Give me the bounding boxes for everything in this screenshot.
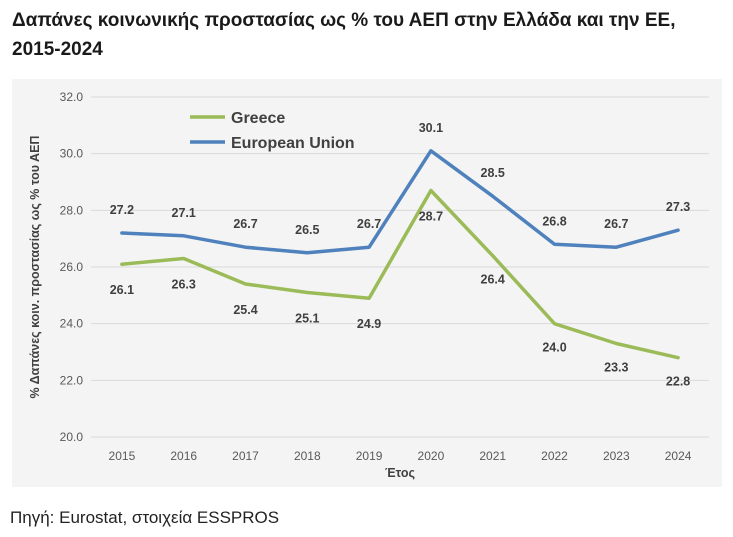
data-label-eu: 27.1 [172, 206, 196, 220]
data-labels: 27.2 27.1 26.7 26.5 26.7 30.1 28.5 26.8 26.7 27.3… [110, 121, 691, 389]
data-label-greece: 26.4 [481, 273, 505, 287]
x-tick-label: 2020 [418, 449, 445, 463]
x-tick-label: 2017 [232, 449, 259, 463]
legend-label: Greece [231, 110, 285, 127]
data-label-greece: 26.3 [172, 278, 196, 292]
data-label-eu: 26.7 [357, 217, 381, 231]
data-label-eu: 26.7 [604, 217, 628, 231]
y-tick-label: 30.0 [60, 147, 84, 161]
y-tick-label: 22.0 [60, 373, 84, 387]
y-axis-ticks: 20.0 22.0 24.0 26.0 28.0 30.0 32.0 [60, 90, 84, 444]
data-label-eu: 27.2 [110, 203, 134, 217]
line-chart: 20.022.024.026.028.030.032.0 2015 2016 201… [28, 90, 709, 480]
x-axis-ticks: 2015 2016 2017 2018 2019 2020 2021 2022 2023 2024 [109, 449, 692, 463]
y-tick-label: 26.0 [60, 260, 84, 274]
y-tick-label: 24.0 [60, 317, 84, 331]
x-tick-label: 2024 [665, 449, 692, 463]
legend-label: European Union [231, 135, 355, 152]
data-label-greece: 23.3 [604, 361, 628, 375]
y-tick-label: 28.0 [60, 203, 84, 217]
data-label-eu: 26.8 [542, 214, 566, 228]
source-note: Πηγή: Eurostat, στοιχεία ESSPROS [10, 508, 280, 527]
x-tick-label: 2022 [541, 449, 568, 463]
chart-area: 20.0 22.0 24.0 26.0 28.0 30.0 32.0 2015 2016 201… [12, 79, 722, 487]
data-label-eu: 26.7 [233, 217, 257, 231]
series-lines [120, 149, 680, 360]
x-tick-label: 2015 [109, 449, 136, 463]
x-tick-label: 2023 [603, 449, 630, 463]
series-line-european-union [120, 149, 680, 255]
data-label-greece: 25.4 [233, 303, 257, 317]
y-tick-label: 20.0 [60, 430, 84, 444]
x-tick-label: 2019 [356, 449, 383, 463]
data-label-eu: 27.3 [666, 200, 690, 214]
data-label-greece: 24.0 [542, 341, 566, 355]
data-label-eu: 26.5 [295, 223, 319, 237]
x-axis-title: Έτος [385, 466, 415, 480]
gridlines [91, 96, 709, 438]
data-label-greece: 22.8 [666, 375, 690, 389]
x-tick-label: 2018 [294, 449, 321, 463]
data-label-greece: 26.1 [110, 283, 134, 297]
legend: Greece European Union [190, 110, 355, 152]
x-tick-label: 2021 [479, 449, 506, 463]
chart-title: Δαπάνες κοινωνικής προστασίας ως % του Α… [12, 10, 676, 60]
x-tick-label: 2016 [170, 449, 197, 463]
data-label-greece: 25.1 [295, 312, 319, 326]
data-label-eu: 30.1 [419, 121, 443, 135]
data-label-eu: 28.5 [481, 166, 505, 180]
series-line-greece [120, 188, 680, 360]
data-label-greece: 28.7 [419, 210, 443, 224]
data-label-greece: 24.9 [357, 317, 381, 331]
y-axis-title: % Δαπάνες κοιν. προστασίας ως % του ΑΕΠ [28, 136, 42, 399]
y-tick-label: 32.0 [60, 90, 84, 104]
